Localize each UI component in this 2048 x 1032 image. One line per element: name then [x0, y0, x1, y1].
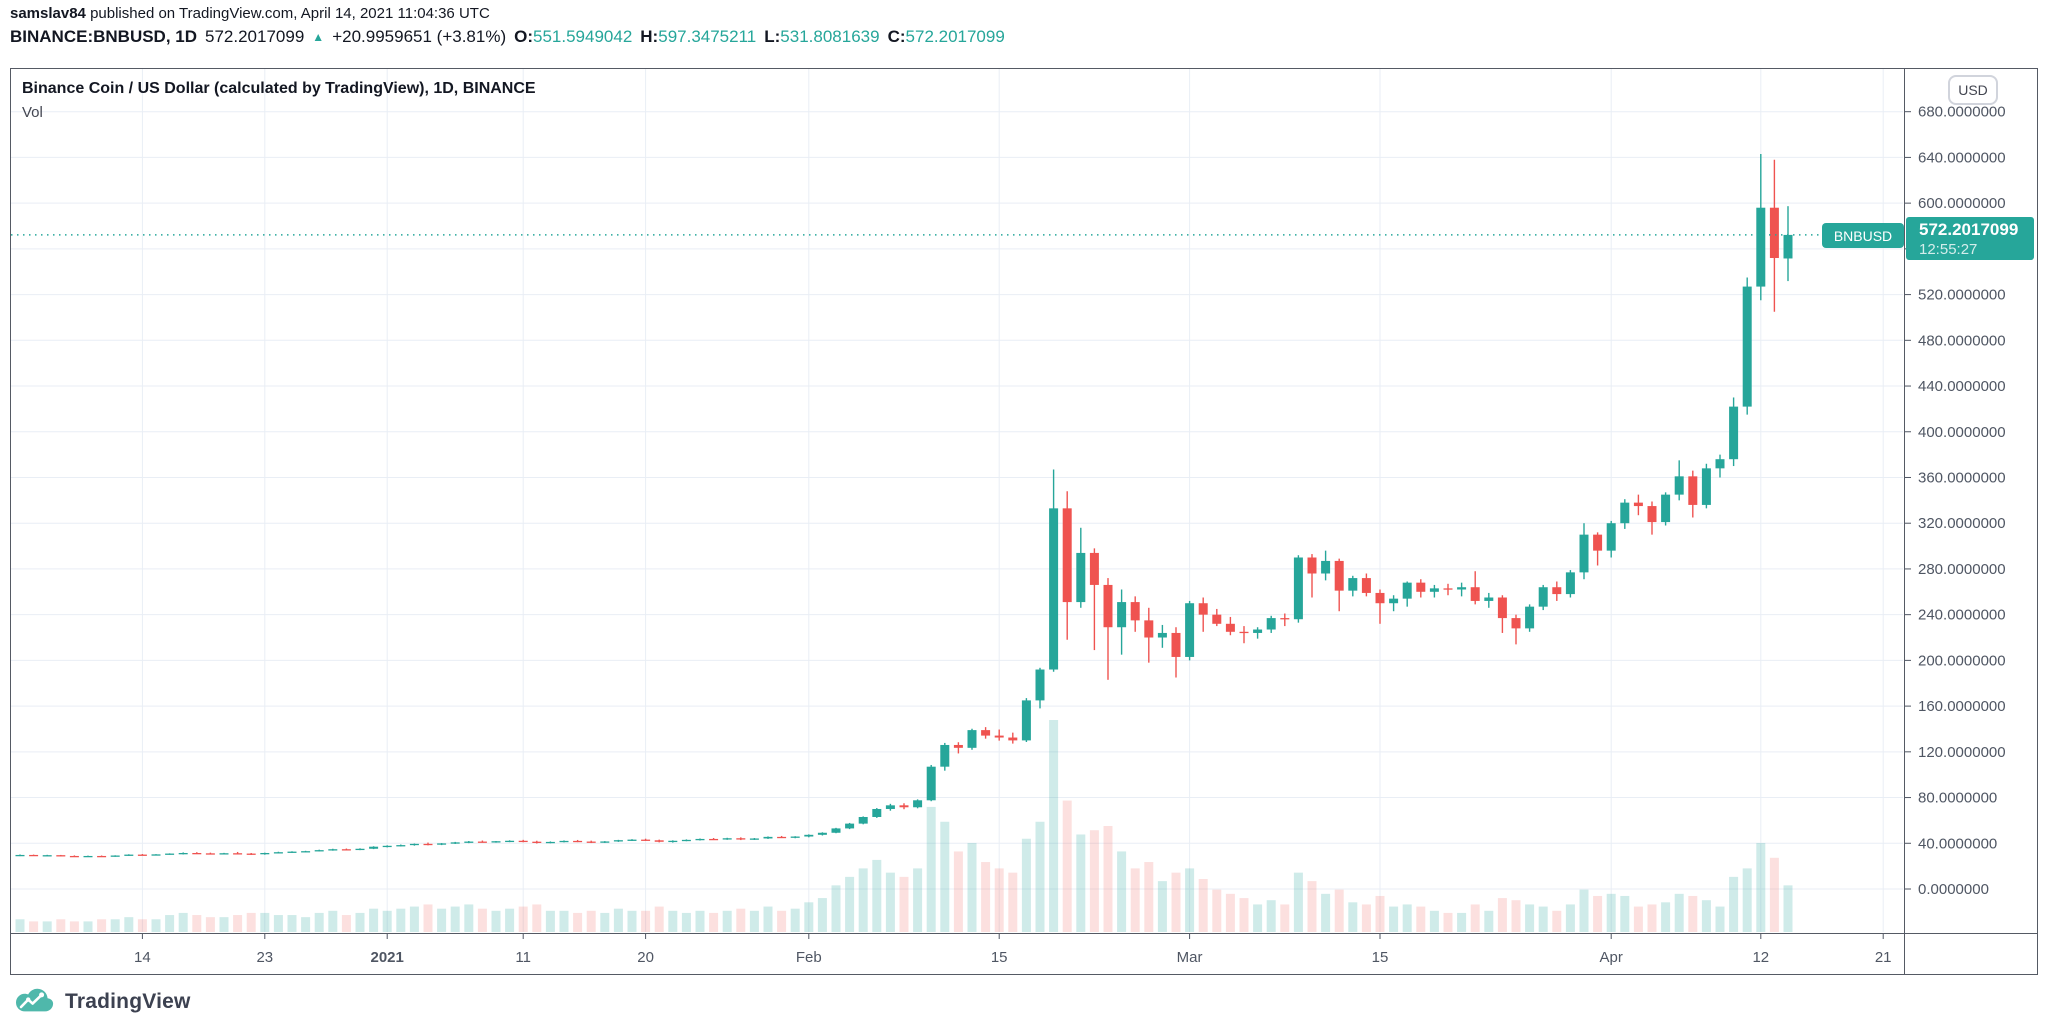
open-label: O: — [514, 27, 533, 46]
svg-text:80.0000000: 80.0000000 — [1918, 790, 1997, 807]
low-label: L: — [764, 27, 781, 46]
svg-text:400.0000000: 400.0000000 — [1918, 424, 2006, 441]
low-group: L:531.8081639 — [764, 27, 879, 47]
svg-text:440.0000000: 440.0000000 — [1918, 378, 2006, 395]
price-change: +20.9959651 (+3.81%) — [332, 27, 507, 46]
high-label: H: — [640, 27, 659, 46]
svg-text:200.0000000: 200.0000000 — [1918, 652, 2006, 669]
svg-text:21: 21 — [1875, 949, 1892, 966]
open-value: 551.5949042 — [533, 27, 633, 46]
svg-text:15: 15 — [1372, 949, 1389, 966]
high-group: H:597.3475211 — [640, 27, 756, 47]
svg-text:280.0000000: 280.0000000 — [1918, 561, 2006, 578]
svg-text:23: 23 — [256, 949, 273, 966]
svg-text:40.0000000: 40.0000000 — [1918, 835, 1997, 852]
svg-text:680.0000000: 680.0000000 — [1918, 104, 2006, 121]
volume-indicator-label: Vol — [22, 104, 43, 121]
last-price-axis-tag: 572.2017099 12:55:27 — [1906, 217, 2034, 260]
svg-text:0.0000000: 0.0000000 — [1918, 881, 1989, 898]
last-price-value: 572.2017099 — [1919, 220, 2019, 239]
svg-text:600.0000000: 600.0000000 — [1918, 195, 2006, 212]
tradingview-logo[interactable]: TradingView — [14, 988, 191, 1016]
bar-countdown-timer: 12:55:27 — [1919, 241, 1978, 258]
svg-text:160.0000000: 160.0000000 — [1918, 698, 2006, 715]
svg-text:20: 20 — [637, 949, 654, 966]
svg-text:360.0000000: 360.0000000 — [1918, 469, 2006, 486]
close-value: 572.2017099 — [905, 27, 1005, 46]
symbol-interval: BINANCE:BNBUSD, 1D — [10, 27, 198, 46]
svg-text:12: 12 — [1752, 949, 1769, 966]
svg-text:15: 15 — [991, 949, 1008, 966]
close-group: C:572.2017099 — [888, 27, 1005, 47]
svg-text:520.0000000: 520.0000000 — [1918, 287, 2006, 304]
quote-line: BINANCE:BNBUSD, 1D 572.2017099 ▲ +20.995… — [10, 27, 1005, 47]
chart-legend-title: Binance Coin / US Dollar (calculated by … — [22, 80, 536, 97]
svg-text:640.0000000: 640.0000000 — [1918, 149, 2006, 166]
svg-text:14: 14 — [134, 949, 151, 966]
svg-text:320.0000000: 320.0000000 — [1918, 515, 2006, 532]
svg-text:2021: 2021 — [371, 949, 404, 966]
currency-unit-button[interactable]: USD — [1948, 75, 1998, 105]
svg-text:Feb: Feb — [796, 949, 822, 966]
attribution-text: published on TradingView.com, April 14, … — [85, 5, 490, 22]
close-label: C: — [887, 27, 906, 46]
symbol-price-line-tag: BNBUSD — [1822, 223, 1904, 248]
svg-text:Mar: Mar — [1177, 949, 1203, 966]
attribution-line: samslav84 published on TradingView.com, … — [10, 5, 490, 22]
up-arrow-icon: ▲ — [312, 30, 325, 44]
high-value: 597.3475211 — [658, 27, 757, 46]
tradingview-logo-text: TradingView — [65, 990, 191, 1013]
tradingview-cloud-icon — [14, 988, 56, 1016]
attribution-user: samslav84 — [10, 5, 86, 22]
low-value: 531.8081639 — [780, 27, 880, 46]
svg-text:120.0000000: 120.0000000 — [1918, 744, 2006, 761]
svg-text:480.0000000: 480.0000000 — [1918, 332, 2006, 349]
last-price: 572.2017099 — [205, 27, 305, 46]
svg-text:240.0000000: 240.0000000 — [1918, 607, 2006, 624]
open-group: O:551.5949042 — [514, 27, 632, 47]
svg-text:Apr: Apr — [1600, 949, 1623, 966]
svg-text:11: 11 — [515, 949, 531, 966]
